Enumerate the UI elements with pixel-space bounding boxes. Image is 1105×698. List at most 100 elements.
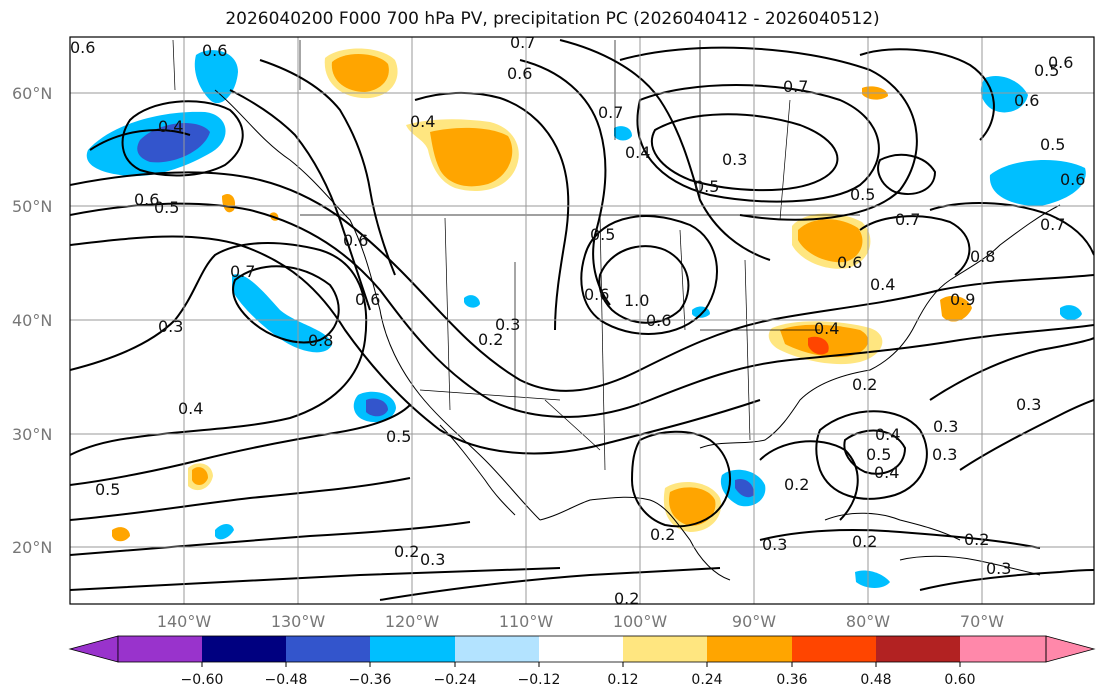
colorbar-segment bbox=[202, 636, 286, 662]
pv-contours bbox=[70, 39, 1094, 601]
contour-label: 0.5 bbox=[386, 427, 411, 446]
contour-label: 0.5 bbox=[590, 225, 615, 244]
contour-labels: 0.6 0.6 0.7 0.6 0.5 0.6 0.6 0.4 0.4 0.5 … bbox=[70, 33, 1085, 608]
contour-label: 0.2 bbox=[478, 330, 503, 349]
lat-label-20n: 20°N bbox=[12, 538, 52, 557]
contour-label: 0.9 bbox=[950, 290, 975, 309]
colorbar-tick-label: 0.60 bbox=[944, 672, 975, 688]
contour-label: 0.6 bbox=[134, 190, 159, 209]
colorbar-tick-label: −0.12 bbox=[518, 672, 561, 688]
lon-label-90w: 90°W bbox=[732, 612, 776, 631]
contour-label: 1.0 bbox=[624, 291, 649, 310]
map-frame bbox=[69, 36, 1095, 605]
map-panel: 0.6 0.6 0.7 0.6 0.5 0.6 0.6 0.4 0.4 0.5 … bbox=[70, 33, 1094, 608]
contour-label: 0.3 bbox=[420, 550, 445, 569]
colorbar-segment bbox=[623, 636, 707, 662]
colorbar-segment bbox=[539, 636, 623, 662]
contour-label: 0.2 bbox=[852, 375, 877, 394]
contour-label: 0.4 bbox=[178, 399, 203, 418]
contour-label: 0.5 bbox=[850, 185, 875, 204]
colorbar-extend-high bbox=[1045, 635, 1096, 663]
lat-label-60n: 60°N bbox=[12, 84, 52, 103]
contour-label: 0.6 bbox=[584, 285, 609, 304]
graticule bbox=[70, 37, 1094, 604]
contour-label: 0.3 bbox=[158, 317, 183, 336]
contour-label: 0.6 bbox=[1060, 170, 1085, 189]
contour-label: 0.6 bbox=[837, 253, 862, 272]
colorbar-tick-label: −0.60 bbox=[181, 672, 224, 688]
contour-label: 0.8 bbox=[970, 247, 995, 266]
lon-label-70w: 70°W bbox=[960, 612, 1004, 631]
contour-label: 0.7 bbox=[1040, 215, 1065, 234]
lat-label-50n: 50°N bbox=[12, 197, 52, 216]
contour-label: 0.5 bbox=[866, 445, 891, 464]
lat-label-40n: 40°N bbox=[12, 311, 52, 330]
colorbar-tick-label: 0.48 bbox=[860, 672, 891, 688]
colorbar-segment bbox=[455, 636, 539, 662]
precipitation-shading bbox=[86, 48, 1086, 588]
colorbar-segment bbox=[792, 636, 876, 662]
contour-label: 0.5 bbox=[95, 480, 120, 499]
contour-label: 0.4 bbox=[410, 112, 435, 131]
contour-label: 0.4 bbox=[625, 143, 650, 162]
colorbar-tick-label: −0.36 bbox=[349, 672, 392, 688]
political-borders bbox=[172, 39, 860, 471]
contour-label: 0.6 bbox=[1048, 53, 1073, 72]
contour-label: 0.5 bbox=[154, 198, 179, 217]
colorbar-segment bbox=[960, 636, 1046, 662]
contour-label: 0.3 bbox=[986, 559, 1011, 578]
colorbar-tick-label: −0.48 bbox=[265, 672, 308, 688]
lon-label-120w: 120°W bbox=[385, 612, 440, 631]
latitude-labels: 60°N 50°N 40°N 30°N 20°N bbox=[12, 84, 52, 557]
lon-label-130w: 130°W bbox=[271, 612, 326, 631]
contour-label: 0.2 bbox=[614, 589, 639, 608]
contour-label: 0.8 bbox=[308, 331, 333, 350]
contour-label: 0.5 bbox=[1034, 61, 1059, 80]
colorbar: −0.60 −0.48 −0.36 −0.24 −0.12 0.12 0.24 … bbox=[68, 635, 1096, 688]
contour-label: 0.7 bbox=[230, 262, 255, 281]
contour-label: 0.6 bbox=[70, 38, 95, 57]
contour-label: 0.3 bbox=[1016, 395, 1041, 414]
contour-label: 0.3 bbox=[495, 315, 520, 334]
contour-label: 0.4 bbox=[814, 319, 839, 338]
contour-label: 0.7 bbox=[510, 33, 535, 52]
longitude-labels: 140°W 130°W 120°W 110°W 100°W 90°W 80°W … bbox=[157, 612, 1004, 631]
contour-label: 0.3 bbox=[722, 150, 747, 169]
contour-label: 0.4 bbox=[158, 117, 183, 136]
contour-label: 0.4 bbox=[874, 463, 899, 482]
colorbar-segment bbox=[707, 636, 792, 662]
lon-label-110w: 110°W bbox=[499, 612, 554, 631]
contour-label: 0.2 bbox=[784, 475, 809, 494]
figure-title: 2026040200 F000 700 hPa PV, precipitatio… bbox=[225, 9, 880, 29]
colorbar-tick-label: 0.36 bbox=[776, 672, 807, 688]
contour-label: 0.6 bbox=[507, 64, 532, 83]
contour-label: 0.2 bbox=[650, 525, 675, 544]
lon-label-100w: 100°W bbox=[613, 612, 668, 631]
contour-label: 0.6 bbox=[343, 231, 368, 250]
lon-label-140w: 140°W bbox=[157, 612, 212, 631]
contour-label: 0.3 bbox=[762, 535, 787, 554]
contour-label: 0.5 bbox=[694, 177, 719, 196]
contour-label: 0.6 bbox=[646, 311, 671, 330]
coastlines bbox=[214, 89, 1061, 581]
colorbar-segment bbox=[118, 636, 202, 662]
contour-label: 0.6 bbox=[355, 290, 380, 309]
colorbar-tick-label: −0.24 bbox=[434, 672, 477, 688]
contour-label: 0.5 bbox=[1040, 135, 1065, 154]
contour-label: 0.7 bbox=[783, 77, 808, 96]
contour-label: 0.6 bbox=[1014, 91, 1039, 110]
contour-label: 0.2 bbox=[964, 530, 989, 549]
colorbar-extend-low bbox=[68, 635, 119, 663]
lon-label-80w: 80°W bbox=[846, 612, 890, 631]
contour-label: 0.2 bbox=[852, 532, 877, 551]
contour-label: 0.6 bbox=[202, 41, 227, 60]
colorbar-segment bbox=[370, 636, 455, 662]
contour-label: 0.4 bbox=[875, 425, 900, 444]
lat-label-30n: 30°N bbox=[12, 425, 52, 444]
contour-label: 0.7 bbox=[598, 103, 623, 122]
contour-label: 0.3 bbox=[933, 417, 958, 436]
contour-label: 0.3 bbox=[932, 445, 957, 464]
colorbar-tick-label: 0.24 bbox=[691, 672, 722, 688]
colorbar-tick-label: 0.12 bbox=[607, 672, 638, 688]
